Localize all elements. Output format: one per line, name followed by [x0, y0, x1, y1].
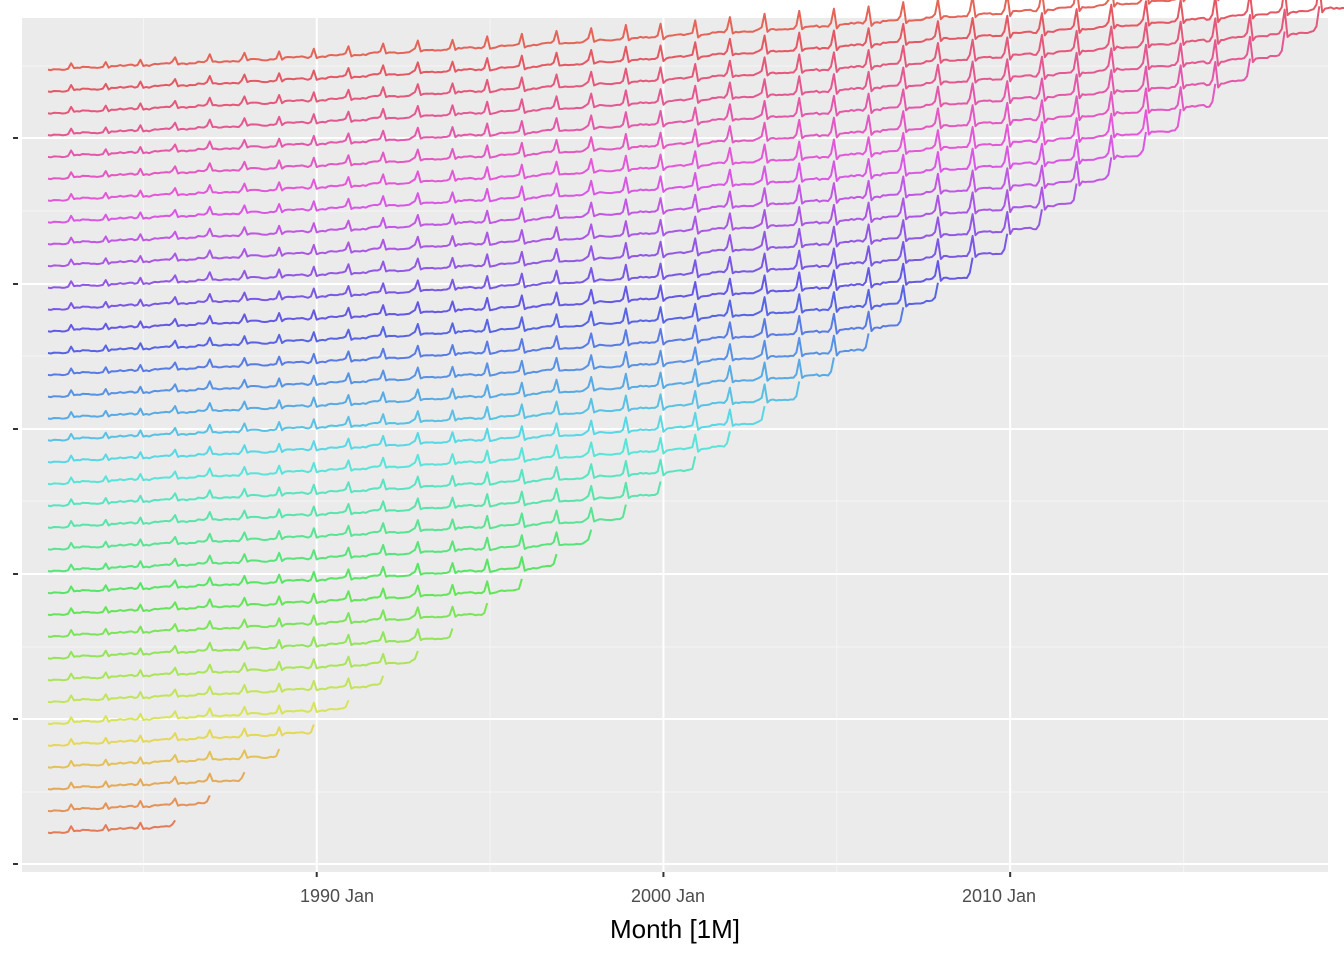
series-line-10 — [47, 602, 489, 638]
x-tick-label-2010: 2010 Jan — [962, 886, 1036, 906]
x-tick-label-2000: 2000 Jan — [631, 886, 705, 906]
series-line-19 — [47, 381, 801, 442]
series-line-35 — [47, 0, 1344, 93]
series-line-21 — [47, 333, 870, 399]
series-line-7 — [47, 675, 385, 704]
series-line-26 — [47, 209, 1043, 290]
series-line-31 — [47, 83, 1217, 181]
series-line-3 — [47, 771, 246, 791]
series-line-9 — [47, 628, 454, 660]
series-line-6 — [47, 699, 350, 726]
series-line-12 — [47, 553, 558, 595]
series-line-32 — [47, 58, 1251, 159]
series-line-8 — [47, 650, 419, 682]
plot-panel — [22, 18, 1328, 872]
series-line-27 — [47, 183, 1078, 268]
series-line-17 — [47, 431, 731, 486]
major-gridlines — [22, 18, 1328, 872]
series-line-1 — [47, 819, 176, 835]
series-line-33 — [47, 31, 1286, 137]
series-lines — [47, 0, 1344, 835]
series-line-30 — [47, 108, 1182, 202]
series-line-14 — [47, 504, 627, 551]
minor-gridlines — [22, 18, 1328, 872]
series-line-25 — [47, 233, 1009, 311]
series-line-23 — [47, 282, 939, 355]
series-line-4 — [47, 748, 281, 769]
series-line-2 — [47, 795, 211, 813]
x-axis-ticks — [315, 872, 1012, 877]
series-line-18 — [47, 405, 766, 464]
x-axis-title: Month [1M] — [610, 914, 740, 944]
series-line-29 — [47, 131, 1147, 224]
series-line-11 — [47, 578, 523, 617]
series-line-36 — [47, 0, 1220, 72]
series-line-5 — [47, 724, 315, 747]
x-tick-label-1990: 1990 Jan — [300, 886, 374, 906]
series-line-28 — [47, 157, 1113, 246]
series-line-24 — [47, 257, 974, 333]
series-line-22 — [47, 307, 905, 377]
series-line-15 — [47, 481, 662, 529]
series-line-20 — [47, 357, 835, 420]
series-line-34 — [47, 6, 1321, 115]
y-axis-ticks — [13, 137, 18, 865]
series-line-16 — [47, 456, 697, 508]
series-line-13 — [47, 529, 593, 573]
